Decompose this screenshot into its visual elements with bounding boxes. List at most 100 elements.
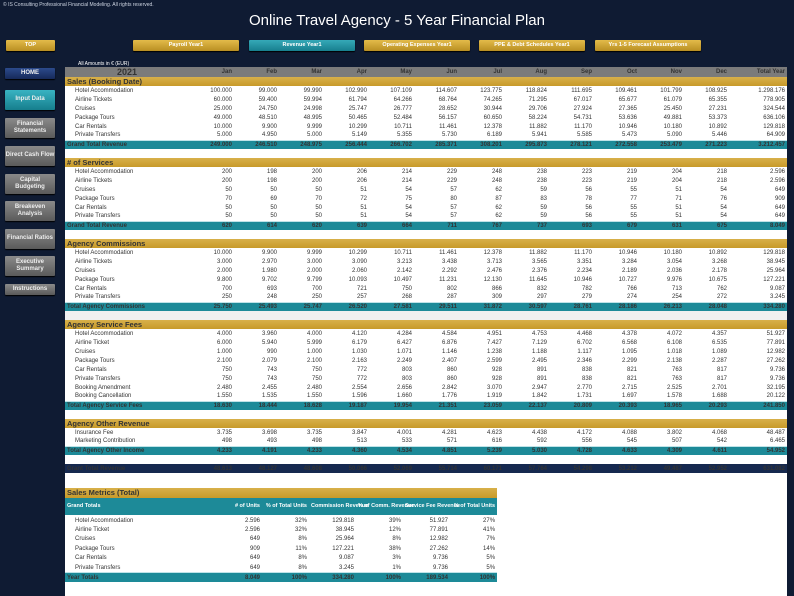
- cell-value: 2.480: [216, 384, 232, 391]
- grand-total-row: Grant Total Revenue 48.613 48.127 48.608 50.…: [65, 464, 787, 473]
- total-value: 4.191: [234, 445, 279, 455]
- cell-value: 2.480: [306, 384, 322, 391]
- nav-revenue-button[interactable]: Revenue Year1: [249, 40, 355, 51]
- cell-value: 59: [540, 186, 547, 193]
- cell-value: 3.847: [351, 429, 367, 436]
- sidebar-instructions[interactable]: Instructions: [5, 284, 55, 295]
- cell-value: 2.554: [351, 384, 367, 391]
- cell-value: 7.427: [486, 339, 502, 346]
- cell-value: 928: [491, 366, 502, 373]
- total-value: 253.479: [639, 139, 684, 149]
- cell-value: 57: [450, 213, 457, 220]
- sales-metrics-table: Sales Metrics (Total) Grand Totals # of Un…: [65, 488, 498, 582]
- total-value: 4.309: [639, 445, 684, 455]
- sidebar-executive-summary[interactable]: Executive Summary: [5, 256, 55, 276]
- sidebar-direct-cash-flow[interactable]: Direct Cash Flow: [5, 146, 55, 166]
- cell-value: 838: [581, 366, 592, 373]
- total-value: 20.393: [594, 400, 639, 410]
- cell-value: 3.090: [351, 258, 367, 265]
- sidebar-breakeven-analysis[interactable]: Breakeven Analysis: [5, 201, 55, 221]
- sidebar-financial-ratios[interactable]: Financial Ratios: [5, 229, 55, 249]
- cell-value: 51: [675, 204, 682, 211]
- cell-value: 65.355: [708, 96, 727, 103]
- cell-value: 2.376: [531, 267, 547, 274]
- cell-value: 1.018: [666, 348, 682, 355]
- total-value: 620: [189, 220, 234, 230]
- grand-total-value: 48.613: [189, 464, 234, 473]
- cell-value: 6.189: [486, 132, 502, 139]
- cell-value: 27%: [483, 517, 496, 524]
- nav-ppe-debt-button[interactable]: PPE & Debt Schedules Year1: [479, 40, 585, 51]
- total-value: 737: [504, 220, 549, 230]
- sidebar-input-data[interactable]: Input Data: [5, 90, 55, 110]
- nav-payroll-button[interactable]: Payroll Year1: [133, 40, 239, 51]
- total-value: 8.049: [215, 572, 262, 582]
- cell-value: 248: [491, 168, 502, 175]
- cell-value: 649: [249, 555, 260, 562]
- cell-value: 25.000: [213, 105, 232, 112]
- cell-value: 5.473: [621, 132, 637, 139]
- metrics-column-headers: Grand Totals # of Units% of Total Units Co…: [65, 497, 498, 516]
- cell-value: 2.100: [306, 357, 322, 364]
- total-value: 21.351: [414, 400, 459, 410]
- cell-value: 817: [716, 366, 727, 373]
- cell-value: 693: [266, 285, 277, 292]
- cell-value: 54: [405, 186, 412, 193]
- nav-opex-button[interactable]: Operating Expenses Year1: [364, 40, 470, 51]
- sidebar-capital-budgeting[interactable]: Capital Budgeting: [5, 174, 55, 194]
- metrics-column-header: % of Total Units: [450, 497, 498, 516]
- cell-value: 70: [315, 195, 322, 202]
- currency-note: All Amounts in € (EUR): [78, 61, 130, 67]
- cell-value: 10.711: [394, 123, 412, 130]
- total-value: 4.233: [279, 445, 324, 455]
- total-value: 266.702: [369, 139, 414, 149]
- cell-value: 6.179: [351, 339, 367, 346]
- cell-value: 54: [405, 213, 412, 220]
- nav-forecast-button[interactable]: Yrs 1-5 Forecast Assumptions: [595, 40, 701, 51]
- cell-value: 533: [401, 438, 412, 445]
- cell-value: 11.231: [439, 276, 457, 283]
- section-header: Agency Other Revenue: [65, 419, 787, 428]
- total-value: 256.444: [324, 139, 369, 149]
- table-row: Airline Tickets 3.000 2.970 3.000 3.090 3.213…: [65, 257, 787, 266]
- cell-value: 51.927: [766, 330, 785, 337]
- table-row: Package Tours 2.100 2.079 2.100 2.163 2.249 2.…: [65, 356, 787, 365]
- cell-value: 8%: [298, 564, 307, 571]
- cell-value: 3.735: [306, 429, 322, 436]
- cell-value: 5.355: [396, 132, 412, 139]
- cell-value: 2.599: [486, 357, 502, 364]
- cell-value: 616: [491, 438, 502, 445]
- cell-value: 27.262: [766, 357, 785, 364]
- cell-value: 721: [356, 285, 367, 292]
- total-value: 189.534: [403, 572, 450, 582]
- cell-value: 3.054: [666, 258, 682, 265]
- sidebar-financial-statements[interactable]: Financial Statements: [5, 118, 55, 138]
- cell-value: 4.378: [621, 330, 637, 337]
- section-title: Agency Other Revenue: [65, 419, 787, 428]
- total-label: Total Agency Service Fees: [65, 400, 189, 410]
- cell-value: 9.976: [666, 276, 682, 283]
- cell-value: 1.238: [486, 348, 502, 355]
- total-value: 18.628: [279, 400, 324, 410]
- cell-value: 53.636: [618, 114, 637, 121]
- cell-value: 4.951: [486, 330, 502, 337]
- nav-top-button[interactable]: TOP: [6, 40, 55, 51]
- cell-value: 2.142: [396, 267, 412, 274]
- cell-value: 545: [626, 438, 637, 445]
- cell-value: 114.607: [435, 87, 457, 94]
- cell-value: 56.157: [438, 114, 457, 121]
- cell-value: 1.000: [306, 348, 322, 355]
- cell-value: 100.000: [210, 87, 232, 94]
- cell-value: 2.596: [244, 517, 260, 524]
- cell-value: 2.346: [576, 357, 592, 364]
- cell-value: 257: [356, 294, 367, 301]
- cell-value: 498: [311, 438, 322, 445]
- cell-value: 9.087: [769, 285, 785, 292]
- cell-value: 9.900: [261, 249, 277, 256]
- table-row: Private Transfers 50 50 50 51 54 57 62 59 56 55 51 5…: [65, 212, 787, 221]
- sidebar-home[interactable]: HOME: [5, 68, 55, 79]
- cell-value: 4.000: [306, 330, 322, 337]
- column-header: Mar: [279, 67, 324, 77]
- spacer-row: [65, 311, 787, 320]
- cell-value: 50: [315, 213, 322, 220]
